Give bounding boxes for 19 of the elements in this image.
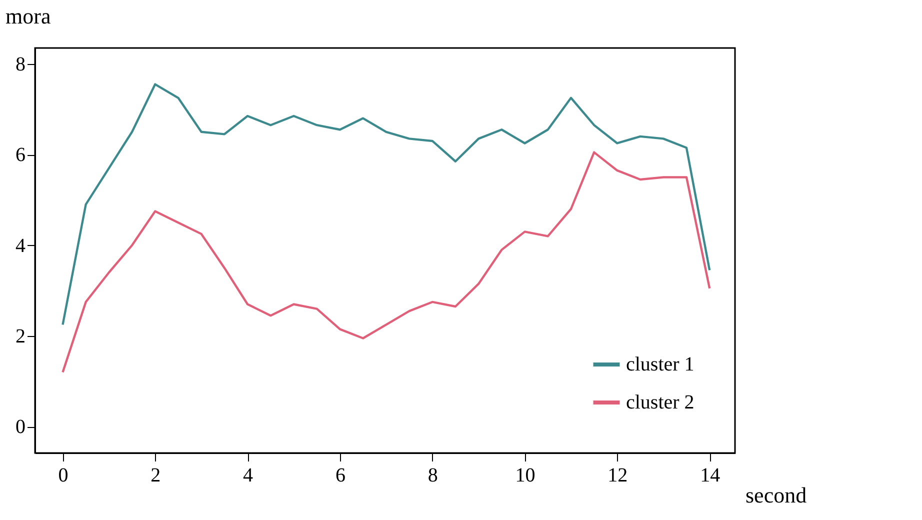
y-tick-label: 8 xyxy=(16,53,26,76)
x-tick-label: 8 xyxy=(428,464,438,486)
x-tick-label: 12 xyxy=(608,464,628,486)
y-tick-label: 2 xyxy=(16,325,26,348)
x-tick-label: 10 xyxy=(515,464,536,486)
y-tick-label: 6 xyxy=(16,144,26,166)
x-tick-label: 2 xyxy=(150,464,161,486)
y-axis-title: mora xyxy=(6,4,51,28)
line-series xyxy=(62,151,711,374)
y-tick-label: 4 xyxy=(16,234,26,257)
x-axis-title: second xyxy=(746,482,807,508)
legend-label: cluster 2 xyxy=(626,392,694,414)
x-tick-label: 0 xyxy=(58,464,68,486)
x-tick-label: 6 xyxy=(335,464,346,486)
y-tick-label: 0 xyxy=(16,416,26,438)
line-series xyxy=(62,83,711,326)
x-tick-label: 14 xyxy=(700,464,720,486)
x-tick-label: 4 xyxy=(243,464,254,486)
legend-label: cluster 1 xyxy=(626,354,694,376)
